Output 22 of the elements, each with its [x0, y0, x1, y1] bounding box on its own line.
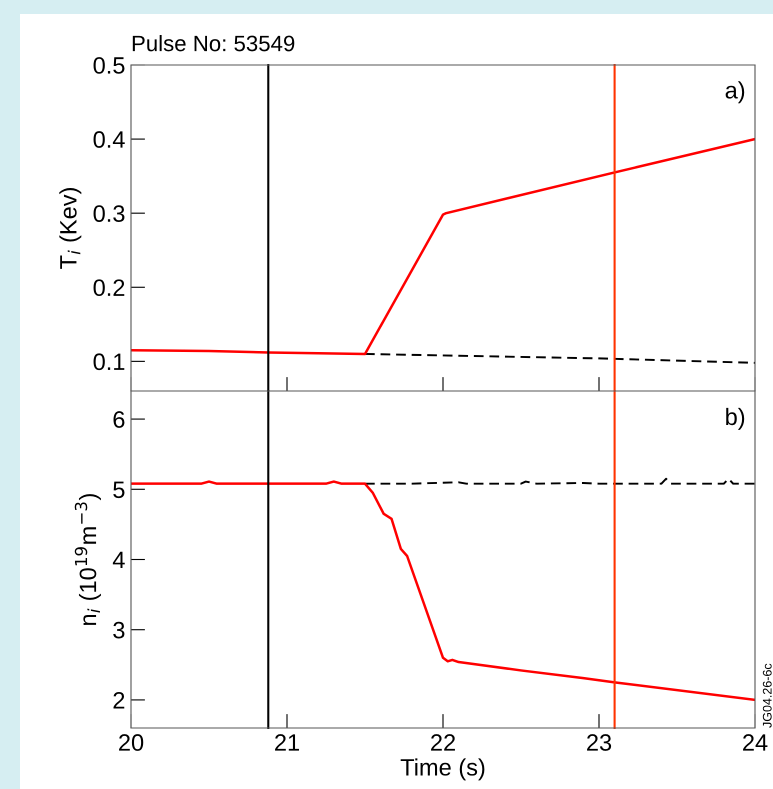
chart-title: Pulse No: 53549 [132, 35, 294, 52]
y-axis-title: n$_{i}$ (10$^{19}$m$^{−3}$) [74, 494, 101, 625]
x-tick-label: 22 [431, 734, 455, 751]
y-tick-label: 6 [114, 411, 124, 428]
text: JG04.26-6c [762, 664, 772, 728]
y-tick-label: 2 [114, 692, 124, 708]
y-tick-label: 0.2 [94, 279, 124, 296]
y-tick-label: 4 [112, 552, 125, 568]
x-tick-label: 23 [587, 734, 612, 751]
y-tick-label: 3 [113, 622, 124, 638]
x-tick-label: 20 [119, 734, 144, 751]
y-tick-label: 0.3 [94, 205, 124, 222]
annotation: b) [726, 408, 744, 430]
y-tick-label: 0.1 [94, 353, 124, 370]
annotation: a) [726, 81, 744, 104]
x-axis-title: Time (s) [400, 758, 484, 780]
x-tick-label: 21 [275, 734, 299, 751]
x-tick-label: 24 [743, 734, 768, 751]
y-tick-label: 0.4 [94, 131, 125, 148]
y-tick-label: 0.5 [94, 57, 124, 74]
y-tick-label: 5 [113, 482, 124, 498]
y-axis-title: T$_{i}$ (Kev) [59, 188, 82, 269]
